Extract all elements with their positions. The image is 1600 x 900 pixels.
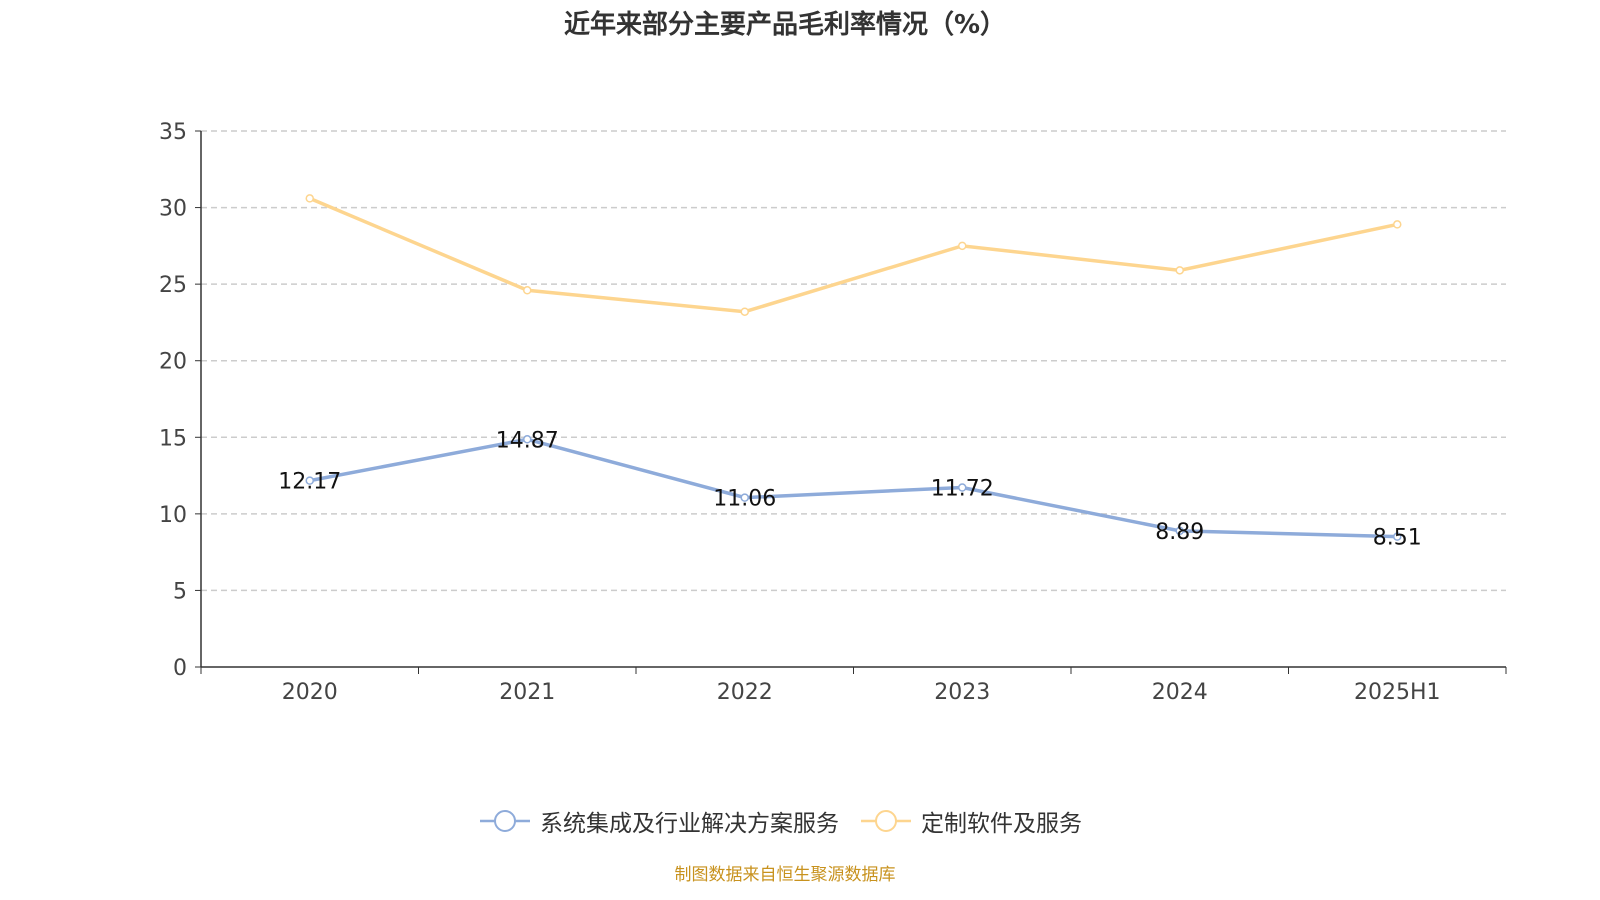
chart-title: 近年来部分主要产品毛利率情况（%）: [563, 10, 1007, 40]
y-tick-label: 35: [159, 120, 187, 145]
data-label: 14.87: [496, 428, 559, 453]
x-tick-label: 2024: [1152, 680, 1208, 705]
y-tick-label: 20: [159, 350, 187, 375]
y-tick-label: 10: [159, 503, 187, 528]
data-point: [1175, 266, 1184, 275]
data-point: [958, 483, 967, 492]
data-point: [958, 241, 967, 251]
x-tick-label: 2025H1: [1354, 680, 1441, 705]
x-tick-label: 2021: [499, 680, 555, 705]
legend: 系统集成及行业解决方案服务 定制软件及服务: [480, 804, 1104, 838]
legend-label: 系统集成及行业解决方案服务: [540, 811, 839, 837]
legend-item-series-1[interactable]: 系统集成及行业解决方案服务: [480, 804, 839, 838]
data-label: 12.17: [278, 470, 341, 495]
data-label: 8.51: [1373, 526, 1422, 551]
source-note: 制图数据来自恒生聚源数据库: [674, 865, 896, 885]
series-line-1: [309, 437, 1398, 539]
data-point: [1393, 220, 1402, 229]
y-tick-label: 30: [159, 197, 187, 222]
data-point: [523, 286, 532, 295]
data-point: [305, 476, 314, 485]
data-point: [1175, 526, 1184, 536]
legend-item-series-2[interactable]: 定制软件及服务: [861, 804, 1082, 838]
line-chart: 0 5 10 15 20 25 30 35 2020 2021 2022 2023 2024 2025H1…: [159, 120, 1507, 705]
data-point: [523, 435, 532, 444]
x-tick-label: 2022: [717, 680, 773, 705]
legend-marker-icon: [861, 810, 911, 832]
x-tick-label: 2020: [282, 680, 338, 705]
data-point: [740, 493, 749, 502]
y-tick-label: 25: [159, 273, 187, 298]
data-label: 8.89: [1155, 520, 1204, 545]
legend-marker-icon: [480, 810, 530, 832]
data-point: [1393, 532, 1402, 541]
legend-label: 定制软件及服务: [921, 811, 1082, 837]
data-label: 11.06: [713, 487, 776, 512]
y-tick-label: 15: [159, 426, 187, 451]
y-tick-label: 0: [173, 656, 187, 681]
y-tick-label: 5: [173, 579, 187, 604]
data-point: [305, 194, 314, 203]
data-point: [740, 307, 749, 316]
x-tick-label: 2023: [934, 680, 990, 705]
series-line-2: [309, 196, 1398, 314]
data-label: 11.72: [931, 477, 994, 502]
